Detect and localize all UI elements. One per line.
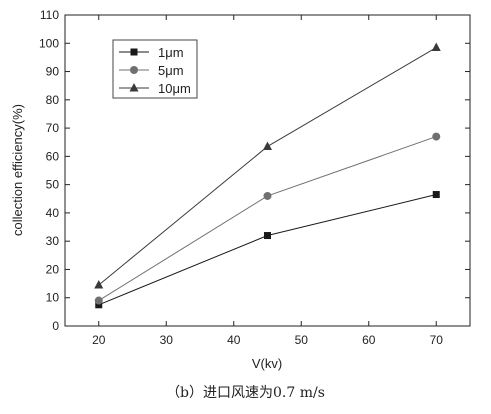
series-line-2: [98, 136, 437, 301]
data-point-series-2: [94, 296, 103, 305]
legend-label-2: 5μm: [158, 63, 184, 78]
x-tick-label: 20: [92, 333, 106, 347]
data-point-series-2: [432, 132, 441, 141]
y-tick-label: 0: [52, 319, 59, 333]
figure-caption: （b）进口风速为0.7 m/s: [166, 385, 325, 401]
y-tick-label: 70: [46, 121, 60, 135]
x-axis-ticks: 20 30 40 50 60 70: [92, 15, 443, 347]
y-tick-label: 50: [46, 178, 60, 192]
data-point-series-3: [431, 42, 441, 52]
x-tick-label: 30: [160, 333, 174, 347]
series-layer: [94, 42, 441, 309]
y-tick-label: 60: [46, 149, 60, 163]
y-axis-ticks: 0 10 20 30 40 50 60 70 80 90 100 110: [39, 8, 470, 333]
y-tick-label: 100: [39, 36, 59, 50]
y-tick-label: 30: [46, 234, 60, 248]
x-tick-label: 40: [227, 333, 241, 347]
y-axis-title: collection efficiency(%): [10, 104, 25, 236]
y-tick-label: 110: [40, 8, 59, 22]
plot-frame: [64, 14, 471, 327]
line-chart: 0 10 20 30 40 50 60 70 80 90 100 110 20 30 40 50 60 70 1…: [10, 8, 471, 371]
y-tick-label: 10: [46, 291, 60, 305]
data-point-series-3: [94, 280, 104, 289]
legend: 1μm 5μm 10μm: [112, 39, 198, 99]
x-tick-label: 60: [362, 333, 376, 347]
legend-marker-1: [130, 48, 138, 56]
x-axis-title: V(kv): [252, 356, 282, 371]
y-tick-label: 90: [46, 65, 60, 79]
series-line-1: [98, 194, 437, 306]
legend-marker-3: [129, 83, 139, 92]
legend-marker-2: [130, 66, 138, 74]
y-tick-label: 80: [46, 93, 60, 107]
y-tick-label: 40: [46, 206, 60, 220]
x-tick-label: 50: [295, 333, 309, 347]
data-point-series-2: [263, 191, 272, 200]
data-point-series-3: [263, 141, 272, 150]
x-tick-label: 70: [430, 333, 444, 347]
data-point-series-1: [95, 301, 103, 309]
y-tick-label: 20: [46, 262, 60, 276]
legend-label-1: 1μm: [158, 45, 184, 60]
legend-label-3: 10μm: [158, 81, 191, 96]
data-point-series-1: [432, 191, 440, 199]
data-point-series-1: [264, 232, 271, 240]
